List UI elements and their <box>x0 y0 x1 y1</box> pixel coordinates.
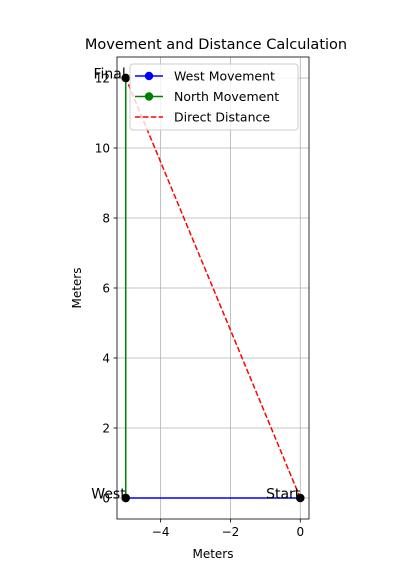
point-annotation-2: West <box>91 487 126 503</box>
y-tick-label: 8 <box>102 211 110 225</box>
y-tick-label: 12 <box>95 71 110 85</box>
x-tick-label: −2 <box>222 525 240 539</box>
point-annotation-1: Start <box>266 487 301 503</box>
series-line-3 <box>125 77 301 499</box>
axis-ticks: −4 −2 0 0 2 4 6 8 10 12 <box>95 71 304 539</box>
legend: West Movement North Movement Direct Distan… <box>129 63 299 131</box>
legend-label-1: West Movement <box>174 69 275 84</box>
point-markers <box>121 73 305 503</box>
y-axis-label: Meters <box>70 267 84 308</box>
legend-label-2: North Movement <box>174 89 279 104</box>
x-tick-label: −4 <box>152 525 170 539</box>
y-tick-label: 10 <box>95 141 110 155</box>
labeled-point <box>121 73 130 83</box>
y-tick-label: 0 <box>102 491 110 505</box>
legend-marker-1 <box>144 71 154 81</box>
y-tick-label: 2 <box>102 421 110 435</box>
x-tick-label: 0 <box>296 525 304 539</box>
point-annotations: Start West Final <box>91 67 300 503</box>
chart-title: Movement and Distance Calculation <box>85 37 347 53</box>
point-annotation-3: Final <box>93 67 125 83</box>
y-tick-label: 6 <box>102 281 110 295</box>
labeled-point <box>121 493 130 503</box>
legend-label-3: Direct Distance <box>174 110 270 125</box>
labeled-point <box>296 493 305 503</box>
legend-marker-2 <box>144 92 154 101</box>
legend-box <box>129 63 299 131</box>
x-axis-label: Meters <box>192 547 233 561</box>
y-tick-label: 4 <box>102 351 110 365</box>
